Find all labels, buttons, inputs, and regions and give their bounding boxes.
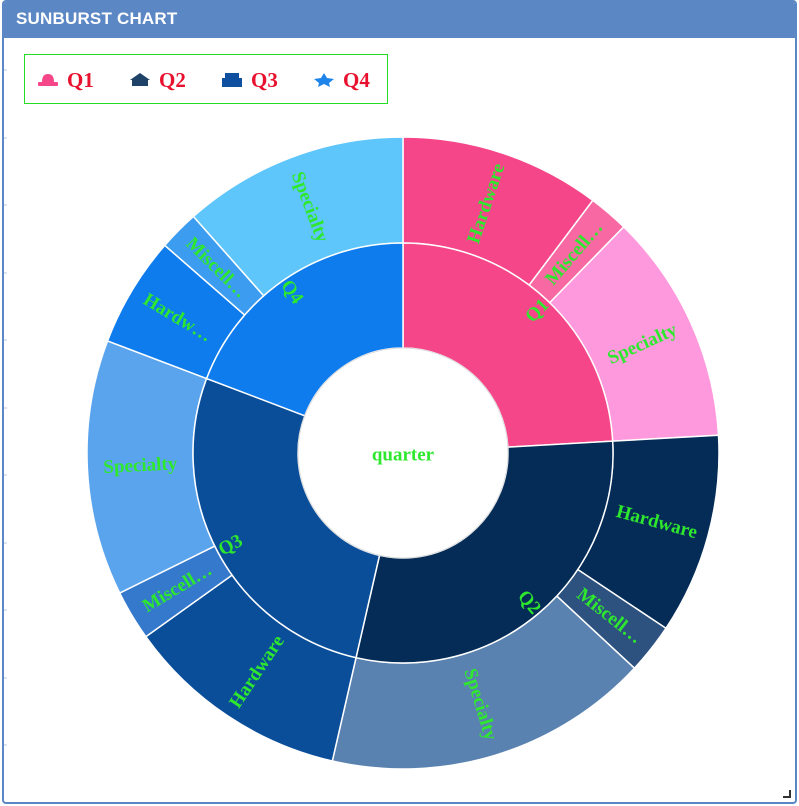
resize-handle-icon[interactable]: [783, 790, 791, 798]
legend-label: Q4: [343, 68, 370, 92]
hat-icon: [38, 74, 58, 86]
legend-item-q4[interactable]: Q4: [313, 68, 370, 92]
legend-label: Q2: [159, 68, 186, 92]
star-icon: [314, 73, 334, 87]
legend-item-q3[interactable]: Q3: [221, 68, 278, 92]
chart-legend: Q1 Q2 Q3 Q4: [24, 54, 388, 104]
box-icon: [222, 73, 242, 87]
legend-label: Q3: [251, 68, 278, 92]
sunburst-center: [297, 347, 509, 559]
center-label: quarter: [372, 445, 435, 466]
legend-item-q2[interactable]: Q2: [129, 68, 186, 92]
legend-item-q1[interactable]: Q1: [37, 68, 94, 92]
panel-title: SUNBURST CHART: [16, 9, 178, 28]
crown-icon: [130, 73, 150, 86]
sunburst-chart: HardwareMiscell…SpecialtyQ1HardwareMisce…: [86, 136, 720, 770]
left-edge-ticks: [4, 69, 7, 746]
segment-label-q3-specialty: Specialty: [103, 453, 178, 478]
legend-label: Q1: [67, 68, 94, 92]
panel-header: SUNBURST CHART: [4, 2, 795, 38]
